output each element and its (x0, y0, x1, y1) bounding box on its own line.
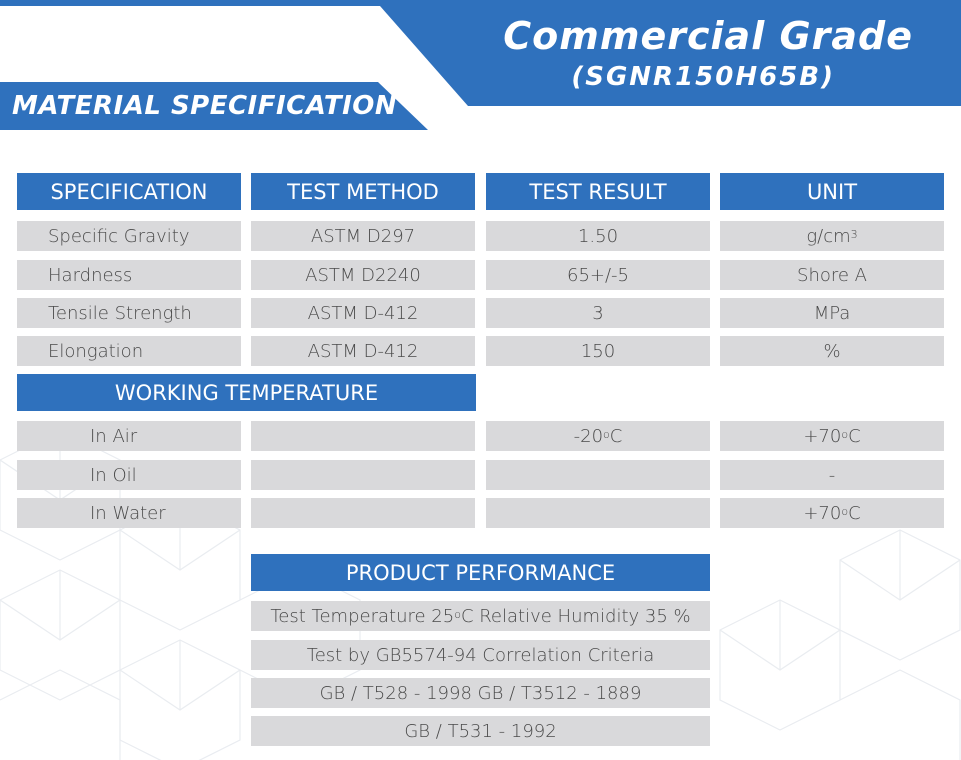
product-performance-header: PRODUCT PERFORMANCE (251, 554, 710, 591)
temp-min-cell (486, 498, 710, 528)
section-label: MATERIAL SPECIFICATION (12, 91, 398, 121)
temp-max-cell: - (720, 460, 944, 490)
test-result-cell: 3 (486, 298, 710, 328)
unit-cell: MPa (720, 298, 944, 328)
performance-line: GB / T528 - 1998 GB / T3512 - 1889 (251, 678, 710, 708)
temp-label-cell: In Oil (17, 460, 241, 490)
column-header-unit: UNIT (720, 173, 944, 210)
test-result-cell: 150 (486, 336, 710, 366)
temp-max-cell: +70 o C (720, 498, 944, 528)
spec-name-cell: Hardness (17, 260, 241, 290)
temp-max-value: +70 (803, 502, 842, 524)
unit-base: % (823, 340, 841, 362)
product-code: (SGNR150H65B) (571, 62, 835, 92)
section-banner (0, 82, 428, 130)
degree-symbol: o (841, 427, 849, 441)
spec-name-cell: Elongation (17, 336, 241, 366)
top-accent-line (0, 0, 961, 6)
spec-name-cell: Specific Gravity (17, 221, 241, 251)
temp-empty-cell (251, 460, 475, 490)
test-result-cell: 65+/-5 (486, 260, 710, 290)
temp-unit: C (848, 502, 861, 524)
unit-base: g/cm (806, 225, 851, 247)
test-method-cell: ASTM D-412 (251, 298, 475, 328)
unit-cell: g/cm 3 (720, 221, 944, 251)
performance-line: GB / T531 - 1992 (251, 716, 710, 746)
unit-cell: Shore A (720, 260, 944, 290)
working-temperature-header: WORKING TEMPERATURE (17, 374, 476, 411)
unit-cell: % (720, 336, 944, 366)
temp-unit: C (609, 425, 623, 447)
column-header-test-result: TEST RESULT (486, 173, 710, 210)
degree-symbol: o (841, 504, 849, 518)
column-header-specification: SPECIFICATION (17, 173, 241, 210)
temp-unit: C (848, 425, 861, 447)
temp-empty-cell (251, 421, 475, 451)
spec-name-cell: Tensile Strength (17, 298, 241, 328)
page-title: Commercial Grade (503, 14, 913, 58)
test-method-cell: ASTM D2240 (251, 260, 475, 290)
performance-humidity-text: C Relative Humidity 35 % (460, 605, 691, 627)
performance-temp-text: Test Temperature 25 (270, 605, 455, 627)
degree-symbol: o (454, 607, 461, 621)
temp-label-cell: In Air (17, 421, 241, 451)
unit-base: Shore A (797, 264, 867, 286)
temp-min-cell (486, 460, 710, 490)
title-banner (380, 6, 961, 106)
performance-line: Test by GB5574-94 Correlation Criteria (251, 640, 710, 670)
background-cube-pattern (0, 429, 961, 760)
degree-symbol: o (603, 427, 610, 441)
temp-max-value: +70 (803, 425, 842, 447)
column-header-test-method: TEST METHOD (251, 173, 475, 210)
temp-min-value: -20 (573, 425, 604, 447)
temp-empty-cell (251, 498, 475, 528)
test-method-cell: ASTM D297 (251, 221, 475, 251)
test-result-cell: 1.50 (486, 221, 710, 251)
temp-max-cell: +70 o C (720, 421, 944, 451)
temp-min-cell: -20 o C (486, 421, 710, 451)
performance-line: Test Temperature 25 o C Relative Humidity … (251, 601, 710, 631)
unit-base: MPa (813, 302, 851, 324)
temp-label-cell: In Water (17, 498, 241, 528)
unit-superscript: 3 (850, 227, 858, 241)
test-method-cell: ASTM D-412 (251, 336, 475, 366)
